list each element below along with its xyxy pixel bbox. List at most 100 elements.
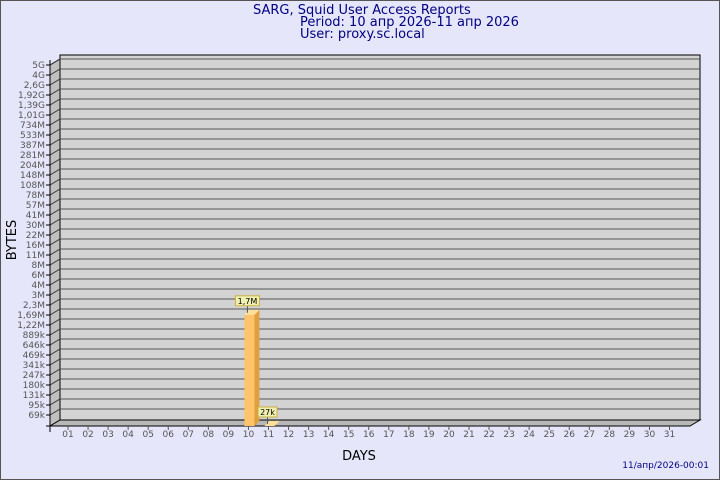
report-period: Period: 10 апр 2026-11 апр 2026 [300,15,519,30]
y-tick-label: 41M [26,211,45,221]
y-tick-label: 4M [32,281,46,291]
x-tick-label: 01 [62,430,73,440]
x-tick-label: 15 [343,430,354,440]
gridline-depth [49,398,61,406]
x-tick-label: 29 [624,430,636,440]
x-tick-label: 19 [423,430,435,440]
y-tick-label: 30M [26,221,45,231]
x-tick-label: 12 [283,430,294,440]
y-tick-label: 78M [26,191,45,201]
value-label-box [234,295,260,307]
gridline-depth [49,178,61,186]
plot-floor [48,419,702,427]
y-tick-label: 4G [32,71,45,81]
report-user: User: proxy.sc.local [300,27,425,42]
x-tick-label: 14 [323,430,335,440]
y-tick-label: 387M [20,141,45,151]
x-tick-label: 27 [584,430,595,440]
x-tick-label: 24 [523,430,535,440]
x-tick-label: 02 [82,430,93,440]
y-tick-label: 180k [23,381,46,391]
gridline-depth [49,368,61,376]
y-tick-label: 108M [20,181,45,191]
gridline-depth [49,218,61,226]
y-tick-label: 16M [26,241,45,251]
x-tick-label: 04 [122,430,134,440]
gridline-depth [49,288,61,296]
bar-side [254,309,260,426]
x-tick-label: 28 [604,430,616,440]
gridline-depth [49,378,61,386]
gridline-depth [49,168,61,176]
value-label-box [257,406,278,418]
gridline-depth [49,78,61,86]
gridline-depth [49,308,61,316]
gridline-depth [49,408,61,416]
gridline-depth [49,258,61,266]
gridline-depth [49,98,61,106]
gridline-depth [49,198,61,206]
gridline-depth [49,268,61,276]
y-tick-label: 1,92G [18,91,45,101]
y-tick-label: 131k [23,391,46,401]
bar-top [244,309,260,315]
x-tick-label: 11 [263,430,274,440]
y-tick-label: 6M [32,271,46,281]
y-tick-label: 22M [26,231,45,241]
gridline-depth [49,358,61,366]
x-tick-label: 23 [503,430,514,440]
gridline-depth [49,208,61,216]
gridline-depth [49,118,61,126]
y-tick-label: 734M [20,121,45,131]
bar-front [244,314,255,426]
x-tick-label: 08 [203,430,215,440]
gridline-depth [49,188,61,196]
y-tick-label: 1,22M [17,321,45,331]
x-tick-label: 07 [183,430,194,440]
x-tick-label: 20 [443,430,455,440]
x-tick-label: 31 [664,430,675,440]
y-tick-label: 11M [26,251,45,261]
report-title: SARG, Squid User Access Reports [253,3,471,18]
gridline-depth [49,128,61,136]
y-tick-label: 2,6G [24,81,45,91]
y-tick-label: 69k [28,411,45,421]
gridline-depth [49,148,61,156]
y-tick-label: 1,01G [18,111,45,121]
y-tick-label: 1,39G [18,101,45,111]
gridline-depth [49,348,61,356]
x-tick-label: 25 [543,430,554,440]
x-tick-label: 18 [403,430,415,440]
gridline-depth [49,278,61,286]
y-tick-label: 2,3M [23,301,45,311]
y-tick-label: 148M [20,171,45,181]
gridline-depth [49,58,61,66]
gridline-depth [49,108,61,116]
bar-top [264,421,280,426]
x-tick-label: 03 [102,430,113,440]
y-tick-label: 1,69M [17,311,45,321]
y-tick-label: 204M [20,161,45,171]
x-tick-label: 10 [243,430,255,440]
gridline-depth [49,328,61,336]
x-tick-label: 30 [644,430,656,440]
x-axis-label: DAYS [342,449,376,464]
gridline-depth [49,238,61,246]
y-tick-label: 8M [32,261,46,271]
gridline-depth [49,138,61,146]
gridline-depth [49,88,61,96]
y-tick-label: 646k [23,341,46,351]
x-tick-label: 16 [363,430,375,440]
x-tick-label: 21 [463,430,474,440]
y-tick-label: 889k [23,331,46,341]
gridline-depth [49,298,61,306]
plot-back-wall [59,54,701,421]
value-label: 1,7M [238,297,258,306]
gridline-depth [49,338,61,346]
gridline-depth [49,248,61,256]
x-tick-label: 06 [163,430,175,440]
y-tick-label: 3M [32,291,46,301]
value-label: 27k [260,408,275,417]
x-tick-label: 22 [483,430,494,440]
